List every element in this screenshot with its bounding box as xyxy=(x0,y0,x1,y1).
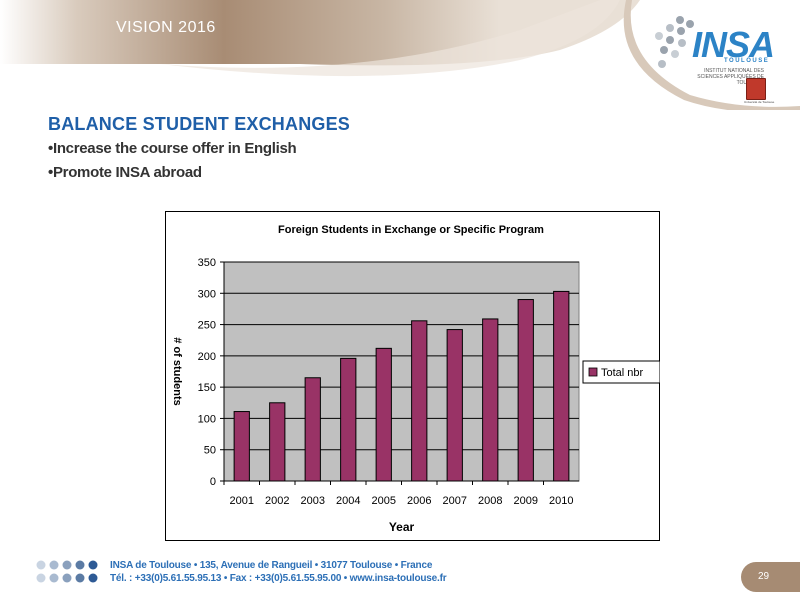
bar xyxy=(482,318,499,482)
x-tick-label: 2006 xyxy=(407,495,431,507)
x-tick-label: 2004 xyxy=(336,495,360,507)
x-axis-label: Year xyxy=(389,520,415,534)
y-tick-label: 100 xyxy=(198,413,216,425)
footer-contact: Tél. : +33(0)5.61.55.95.13 • Fax : +33(0… xyxy=(110,573,447,584)
x-tick-label: 2001 xyxy=(230,495,254,507)
legend-swatch xyxy=(588,367,598,377)
section-heading: BALANCE STUDENT EXCHANGES xyxy=(48,114,351,134)
y-tick-label: 200 xyxy=(198,351,216,363)
bar xyxy=(304,377,321,482)
footer-address: INSA de Toulouse • 135, Avenue de Rangue… xyxy=(110,560,433,571)
x-tick-label: 2010 xyxy=(549,495,573,507)
bar xyxy=(411,320,428,482)
y-tick-label: 50 xyxy=(204,445,216,457)
bar-chart: Foreign Students in Exchange or Specific… xyxy=(171,224,660,534)
y-tick-label: 150 xyxy=(198,382,216,394)
crest-icon xyxy=(746,78,766,100)
page-number: 29 xyxy=(758,571,770,582)
y-axis-label: # of students xyxy=(171,337,183,405)
bar xyxy=(553,290,570,482)
logo-wordmark: INSA xyxy=(692,24,775,65)
footer-dots-icon xyxy=(36,560,98,583)
header-title: VISION 2016 xyxy=(116,19,216,36)
bar xyxy=(269,402,286,482)
bar xyxy=(446,329,463,482)
insa-logo: INSA TOULOUSE INSTITUT NATIONAL DES SCIE… xyxy=(648,10,776,104)
bar xyxy=(340,357,357,482)
x-tick-label: 2003 xyxy=(301,495,325,507)
bullet-item: •Promote INSA abroad xyxy=(48,164,202,181)
y-tick-label: 300 xyxy=(198,288,216,300)
bar xyxy=(517,299,534,482)
bullet-item: •Increase the course offer in English xyxy=(48,140,297,157)
y-tick-label: 250 xyxy=(198,320,216,332)
bar xyxy=(233,411,250,482)
x-tick-label: 2008 xyxy=(478,495,502,507)
chart-title: Foreign Students in Exchange or Specific… xyxy=(278,224,544,236)
dots-icon xyxy=(655,16,694,68)
legend-box xyxy=(582,360,660,384)
y-tick-label: 350 xyxy=(198,257,216,269)
page-number-tab xyxy=(741,562,800,592)
x-tick-label: 2009 xyxy=(514,495,538,507)
x-tick-label: 2007 xyxy=(443,495,467,507)
x-tick-label: 2002 xyxy=(265,495,289,507)
bar xyxy=(375,347,392,482)
x-tick-label: 2005 xyxy=(372,495,396,507)
crest-caption: Université de Toulouse xyxy=(744,100,775,104)
legend-label: Total nbr xyxy=(601,367,644,379)
logo-city: TOULOUSE xyxy=(724,58,770,64)
y-tick-label: 0 xyxy=(210,476,216,488)
